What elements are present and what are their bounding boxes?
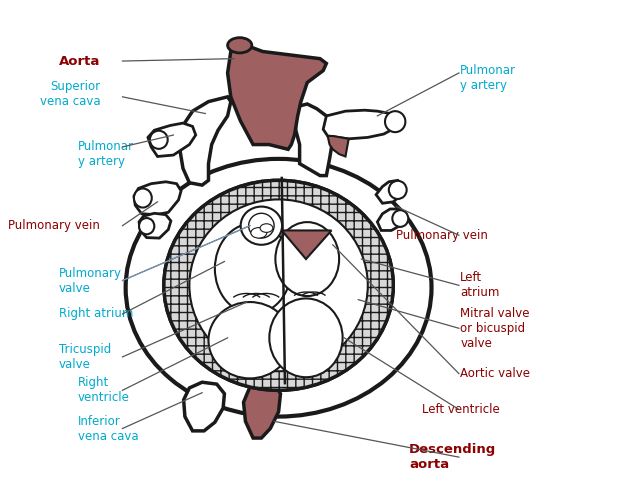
Polygon shape — [184, 382, 225, 431]
Text: Pulmonar
y artery: Pulmonar y artery — [460, 64, 516, 92]
Ellipse shape — [150, 131, 168, 149]
Ellipse shape — [125, 159, 431, 417]
Polygon shape — [294, 104, 333, 176]
Text: Pulmonar
y artery: Pulmonar y artery — [78, 140, 134, 168]
Ellipse shape — [269, 299, 342, 377]
Ellipse shape — [248, 213, 274, 238]
Polygon shape — [282, 230, 332, 259]
Text: Left
atrium: Left atrium — [460, 271, 500, 300]
Polygon shape — [323, 110, 396, 139]
Ellipse shape — [389, 181, 406, 199]
Text: Aortic valve: Aortic valve — [460, 367, 530, 380]
Polygon shape — [134, 182, 181, 215]
Ellipse shape — [260, 224, 273, 232]
Ellipse shape — [215, 223, 291, 314]
Ellipse shape — [275, 222, 339, 296]
Polygon shape — [148, 123, 196, 156]
Polygon shape — [328, 136, 349, 156]
Ellipse shape — [385, 111, 405, 132]
Text: Pulmonary
valve: Pulmonary valve — [59, 266, 122, 295]
Ellipse shape — [241, 206, 282, 245]
Text: Superior
vena cava: Superior vena cava — [40, 81, 100, 108]
Ellipse shape — [164, 180, 394, 390]
Text: Aorta: Aorta — [59, 55, 100, 68]
Text: Left ventricle: Left ventricle — [422, 403, 500, 416]
Polygon shape — [228, 44, 326, 149]
Ellipse shape — [228, 37, 252, 53]
Text: Inferior
vena cava: Inferior vena cava — [78, 415, 138, 443]
Polygon shape — [244, 381, 280, 438]
Ellipse shape — [392, 210, 408, 227]
Text: Tricuspid
valve: Tricuspid valve — [59, 343, 111, 371]
Polygon shape — [139, 213, 171, 238]
Polygon shape — [180, 97, 231, 185]
Text: Pulmonary vein: Pulmonary vein — [396, 229, 488, 242]
Ellipse shape — [251, 228, 267, 238]
Text: Mitral valve
or bicuspid
valve: Mitral valve or bicuspid valve — [460, 307, 530, 350]
Ellipse shape — [134, 189, 152, 207]
Ellipse shape — [164, 180, 394, 390]
Text: Right atrium: Right atrium — [59, 308, 133, 321]
Text: Right
ventricle: Right ventricle — [78, 376, 130, 404]
Ellipse shape — [139, 218, 154, 234]
Ellipse shape — [209, 302, 291, 378]
Text: Pulmonary vein: Pulmonary vein — [8, 219, 100, 232]
Polygon shape — [376, 180, 403, 203]
Text: Descending
aorta: Descending aorta — [409, 443, 497, 471]
Polygon shape — [378, 209, 404, 230]
Ellipse shape — [189, 199, 368, 371]
